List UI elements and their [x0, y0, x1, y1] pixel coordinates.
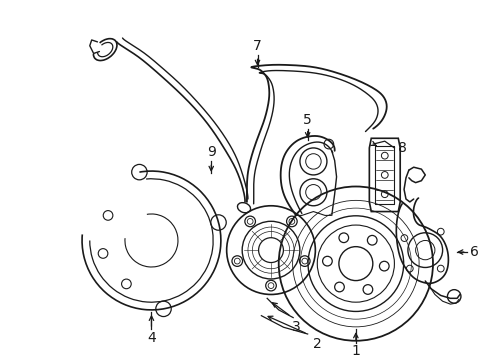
Text: 8: 8: [397, 141, 406, 155]
Text: 3: 3: [291, 320, 300, 333]
Text: 5: 5: [303, 113, 311, 127]
Text: 7: 7: [253, 40, 262, 53]
Text: 6: 6: [468, 245, 478, 259]
Text: 9: 9: [206, 145, 215, 159]
Text: 4: 4: [147, 331, 156, 345]
Text: 1: 1: [351, 344, 360, 357]
Text: 2: 2: [312, 337, 321, 351]
